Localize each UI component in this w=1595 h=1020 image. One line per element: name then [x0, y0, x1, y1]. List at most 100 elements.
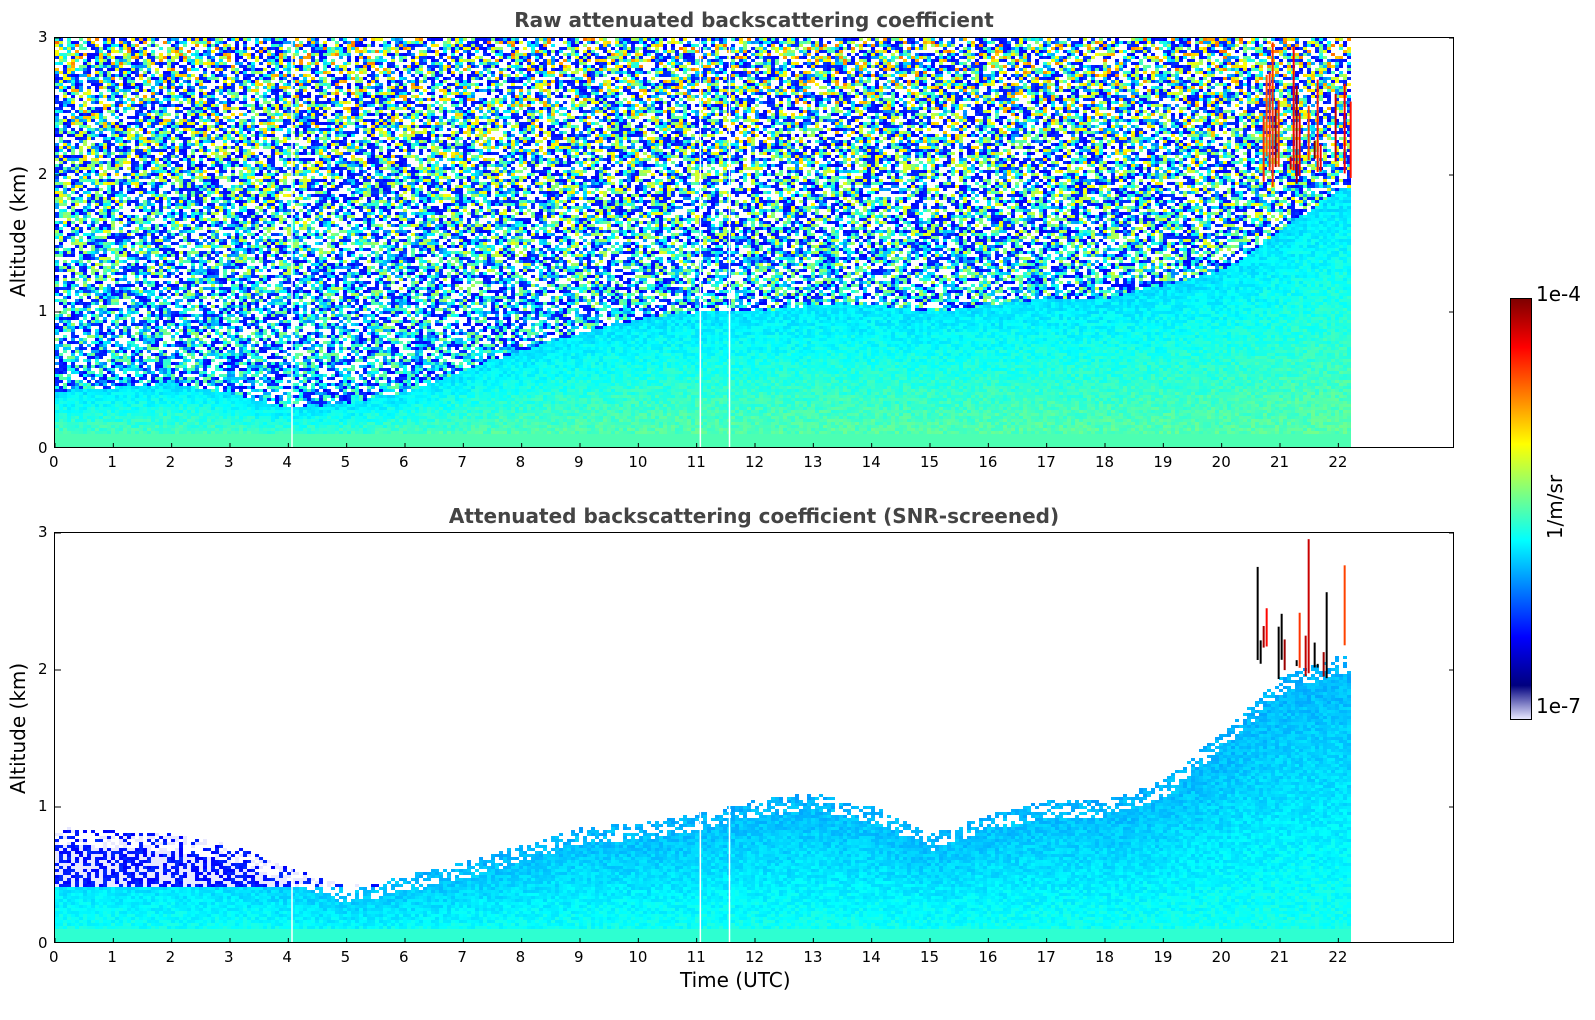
- heatmap-cell: [55, 164, 59, 167]
- heatmap-cell: [67, 215, 71, 218]
- heatmap-cell: [59, 182, 63, 185]
- heatmap-cell: [79, 218, 83, 221]
- heatmap-cell: [71, 227, 75, 230]
- heatmap-cell: [59, 53, 63, 56]
- heatmap-cell: [55, 392, 59, 395]
- heatmap-cell: [59, 422, 63, 425]
- heatmap-cell: [59, 158, 63, 161]
- heatmap-cell: [59, 341, 63, 344]
- heatmap-cell: [55, 86, 59, 89]
- heatmap-cell: [59, 167, 63, 170]
- heatmap-cell: [55, 182, 59, 185]
- heatmap-cell: [71, 86, 75, 89]
- heatmap-cell: [67, 167, 71, 170]
- heatmap-cell: [75, 59, 79, 62]
- heatmap-cell: [79, 350, 83, 353]
- heatmap-cell: [55, 224, 59, 227]
- heatmap-cell: [79, 194, 83, 197]
- heatmap-cell: [59, 227, 63, 230]
- heatmap-cell: [63, 92, 67, 95]
- heatmap-cell: [75, 347, 79, 350]
- heatmap-cell: [71, 284, 75, 287]
- heatmap-cell: [79, 257, 83, 260]
- heatmap-cell: [55, 107, 59, 110]
- heatmap-cell: [71, 419, 75, 422]
- heatmap-cell: [71, 113, 75, 116]
- heatmap-cell: [55, 398, 59, 401]
- heatmap-cell: [63, 236, 67, 239]
- heatmap-cell: [63, 401, 67, 404]
- heatmap-cell: [59, 437, 63, 440]
- heatmap-cell: [79, 149, 83, 152]
- heatmap-cell: [75, 290, 79, 293]
- heatmap-cell: [71, 80, 75, 83]
- heatmap-cell: [55, 131, 59, 134]
- heatmap-cell: [59, 149, 63, 152]
- heatmap-cell: [79, 155, 83, 158]
- heatmap-cell: [59, 428, 63, 431]
- heatmap-cell: [55, 425, 59, 428]
- heatmap-cell: [67, 269, 71, 272]
- heatmap-cell: [83, 59, 87, 62]
- heatmap-cell: [67, 98, 71, 101]
- heatmap-cell: [63, 251, 67, 254]
- heatmap-cell: [59, 413, 63, 416]
- heatmap-cell: [67, 281, 71, 284]
- heatmap-cell: [71, 116, 75, 119]
- heatmap-cell: [79, 365, 83, 368]
- heatmap-cell: [55, 434, 59, 437]
- heatmap-cell: [79, 89, 83, 92]
- heatmap-cell: [59, 236, 63, 239]
- heatmap-cell: [63, 122, 67, 125]
- heatmap-cell: [63, 140, 67, 143]
- heatmap-cell: [83, 242, 87, 245]
- heatmap-cell: [59, 83, 63, 86]
- heatmap-cell: [71, 230, 75, 233]
- heatmap-cell: [71, 254, 75, 257]
- heatmap-cell: [63, 377, 67, 380]
- heatmap-cell: [67, 296, 71, 299]
- heatmap-cell: [63, 359, 67, 362]
- heatmap-cell: [59, 146, 63, 149]
- heatmap-cell: [79, 197, 83, 200]
- heatmap-cell: [79, 416, 83, 419]
- heatmap-cell: [79, 47, 83, 50]
- heatmap-cell: [63, 53, 67, 56]
- heatmap-cell: [55, 170, 59, 173]
- heatmap-cell: [75, 185, 79, 188]
- heatmap-cell: [63, 80, 67, 83]
- heatmap-cell: [71, 386, 75, 389]
- heatmap-cell: [67, 125, 71, 128]
- heatmap-cell: [83, 158, 87, 161]
- heatmap-cell: [59, 191, 63, 194]
- heatmap-cell: [79, 200, 83, 203]
- heatmap-cell: [71, 422, 75, 425]
- heatmap-cell: [75, 53, 79, 56]
- heatmap-cell: [55, 149, 59, 152]
- heatmap-cell: [71, 122, 75, 125]
- heatmap-cell: [55, 248, 59, 251]
- heatmap-cell: [63, 182, 67, 185]
- heatmap-cell: [71, 317, 75, 320]
- heatmap-cell: [55, 263, 59, 266]
- heatmap-cell: [55, 194, 59, 197]
- heatmap-cell: [63, 71, 67, 74]
- heatmap-cell: [55, 395, 59, 398]
- heatmap-cell: [83, 161, 87, 164]
- heatmap-cell: [63, 437, 67, 440]
- heatmap-cell: [63, 158, 67, 161]
- heatmap-cell: [83, 221, 87, 224]
- heatmap-cell: [75, 359, 79, 362]
- heatmap-cell: [67, 86, 71, 89]
- heatmap-cell: [79, 434, 83, 437]
- heatmap-cell: [71, 362, 75, 365]
- heatmap-cell: [71, 98, 75, 101]
- heatmap-cell: [55, 62, 59, 65]
- heatmap-cell: [67, 329, 71, 332]
- heatmap-cell: [67, 341, 71, 344]
- heatmap-cell: [59, 239, 63, 242]
- heatmap-cell: [75, 410, 79, 413]
- heatmap-cell: [59, 215, 63, 218]
- heatmap-cell: [83, 134, 87, 137]
- heatmap-cell: [67, 206, 71, 209]
